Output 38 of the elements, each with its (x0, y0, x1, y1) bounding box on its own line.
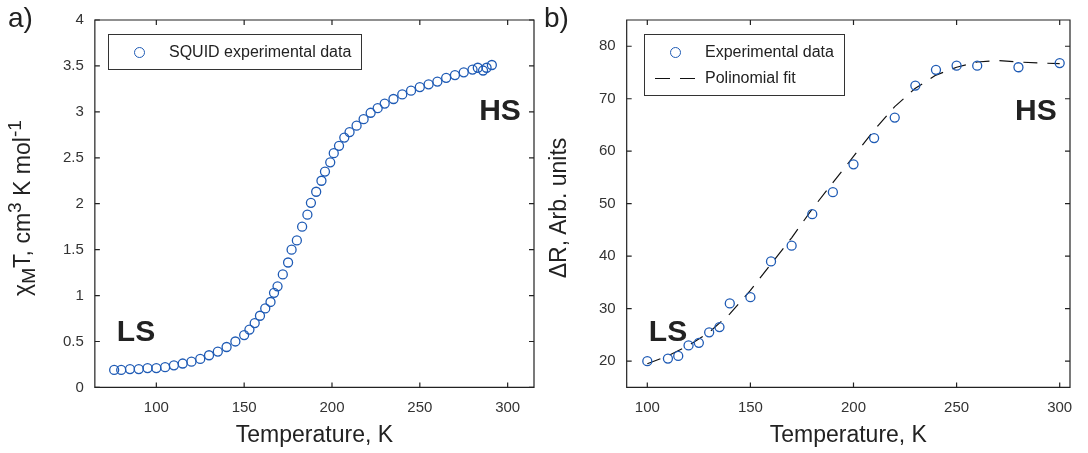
x-tick-label: 250 (407, 397, 433, 415)
y-tick-label: 20 (599, 351, 616, 369)
x-tick-label: 300 (1047, 397, 1073, 415)
y-tick-label: 2.5 (62, 147, 84, 165)
y-tick-label: 1 (75, 285, 84, 303)
y-tick-label: 4 (75, 10, 84, 28)
chart-title: a) (8, 2, 33, 34)
y-tick-label: 0.5 (62, 331, 84, 349)
y-tick-label: 30 (599, 298, 616, 316)
annotation: LS (116, 313, 156, 347)
y-axis-title: ΔR, Arb. units (544, 137, 572, 279)
y-tick-label: 1.5 (62, 239, 84, 257)
x-tick-label: 100 (143, 397, 169, 415)
x-tick-label: 100 (634, 397, 660, 415)
x-axis-title: Temperature, K (235, 420, 394, 447)
y-tick-label: 70 (599, 88, 616, 106)
y-tick-label: 40 (599, 246, 616, 264)
x-tick-label: 150 (231, 397, 257, 415)
y-tick-label: 3.5 (62, 56, 84, 74)
y-tick-label: 80 (599, 36, 616, 54)
x-tick-label: 300 (495, 397, 521, 415)
annotation: LS (648, 313, 688, 347)
annotation: HS (1015, 93, 1057, 127)
annotation: HS (479, 93, 521, 127)
x-tick-label: 200 (840, 397, 867, 415)
y-tick-label: 0 (75, 377, 84, 395)
legend-label: SQUID experimental data (169, 43, 352, 61)
y-tick-label: 2 (75, 193, 84, 211)
legend-label: Experimental data (705, 43, 834, 61)
legend-label: Polinomial fit (705, 69, 796, 87)
x-tick-label: 150 (737, 397, 763, 415)
x-tick-label: 250 (944, 397, 970, 415)
x-axis-title: Temperature, K (769, 420, 928, 447)
x-tick-label: 200 (319, 397, 345, 415)
y-tick-label: 60 (599, 141, 616, 159)
y-tick-label: 3 (75, 101, 84, 119)
chart-title: b) (544, 2, 569, 34)
y-tick-label: 50 (599, 193, 616, 211)
